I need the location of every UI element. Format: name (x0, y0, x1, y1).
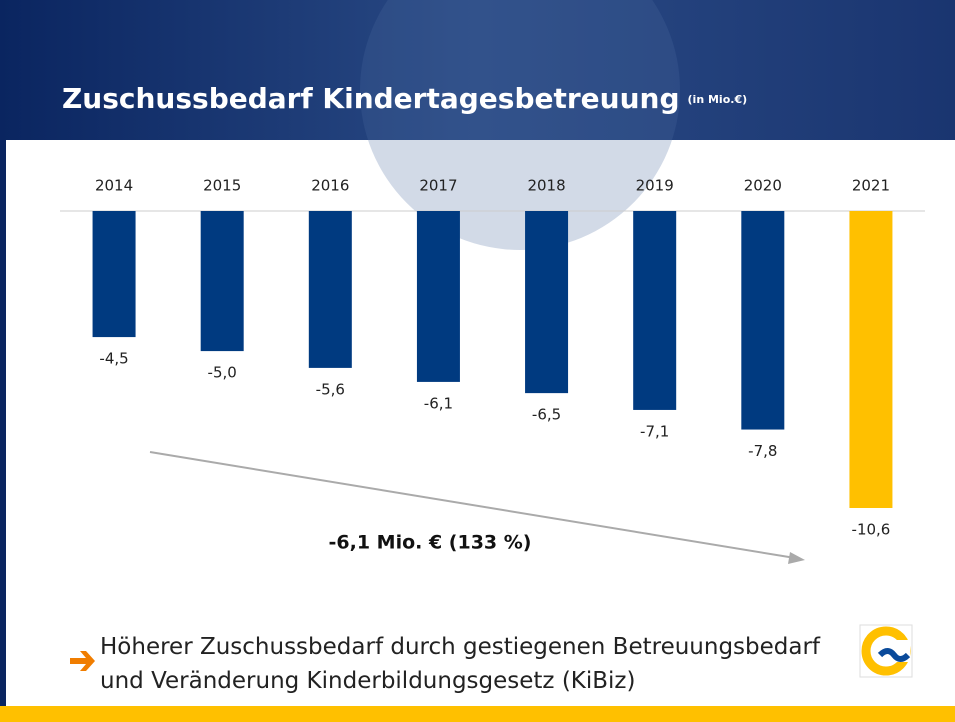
value-label: -10,6 (852, 521, 891, 539)
arrow-head (788, 552, 805, 564)
x-tick-label: 2017 (419, 177, 457, 195)
bar (201, 211, 244, 351)
x-tick-label: 2021 (852, 177, 890, 195)
bar (309, 211, 352, 368)
value-label: -7,1 (640, 422, 669, 440)
title-text: Zuschussbedarf Kindertagesbetreuung (62, 82, 680, 115)
x-tick-label: 2020 (744, 177, 782, 195)
bar (525, 211, 568, 393)
x-tick-label: 2016 (311, 177, 349, 195)
value-label: -5,0 (208, 364, 237, 382)
x-tick-label: 2019 (636, 177, 674, 195)
header-globe (360, 0, 680, 250)
value-label: -6,5 (532, 406, 561, 424)
value-label: -6,1 (424, 394, 453, 412)
value-label: -7,8 (748, 442, 777, 460)
x-tick-label: 2014 (95, 177, 133, 195)
annotation: -6,1 Mio. € (133 %) (329, 532, 532, 554)
bar (741, 211, 784, 430)
chart: Zuschussbedarf Kindertagesbetreuung (in M… (0, 0, 955, 722)
chart-title: Zuschussbedarf Kindertagesbetreuung (in M… (62, 82, 747, 115)
bar (417, 211, 460, 382)
x-tick-label: 2015 (203, 177, 241, 195)
value-label: -4,5 (99, 350, 128, 368)
value-label: -5,6 (316, 380, 345, 398)
slide: Zuschussbedarf Kindertagesbetreuung (in M… (0, 0, 955, 722)
bar (93, 211, 136, 337)
footer-bar (0, 706, 955, 722)
left-border (0, 140, 6, 722)
bar (849, 211, 892, 508)
chart-subtitle: (in Mio.€) (688, 93, 748, 106)
bullet-arrow (70, 651, 95, 671)
bar (633, 211, 676, 410)
x-tick-label: 2018 (527, 177, 565, 195)
bullet-text: Höherer Zuschussbedarf durch gestiegenen… (100, 630, 870, 698)
